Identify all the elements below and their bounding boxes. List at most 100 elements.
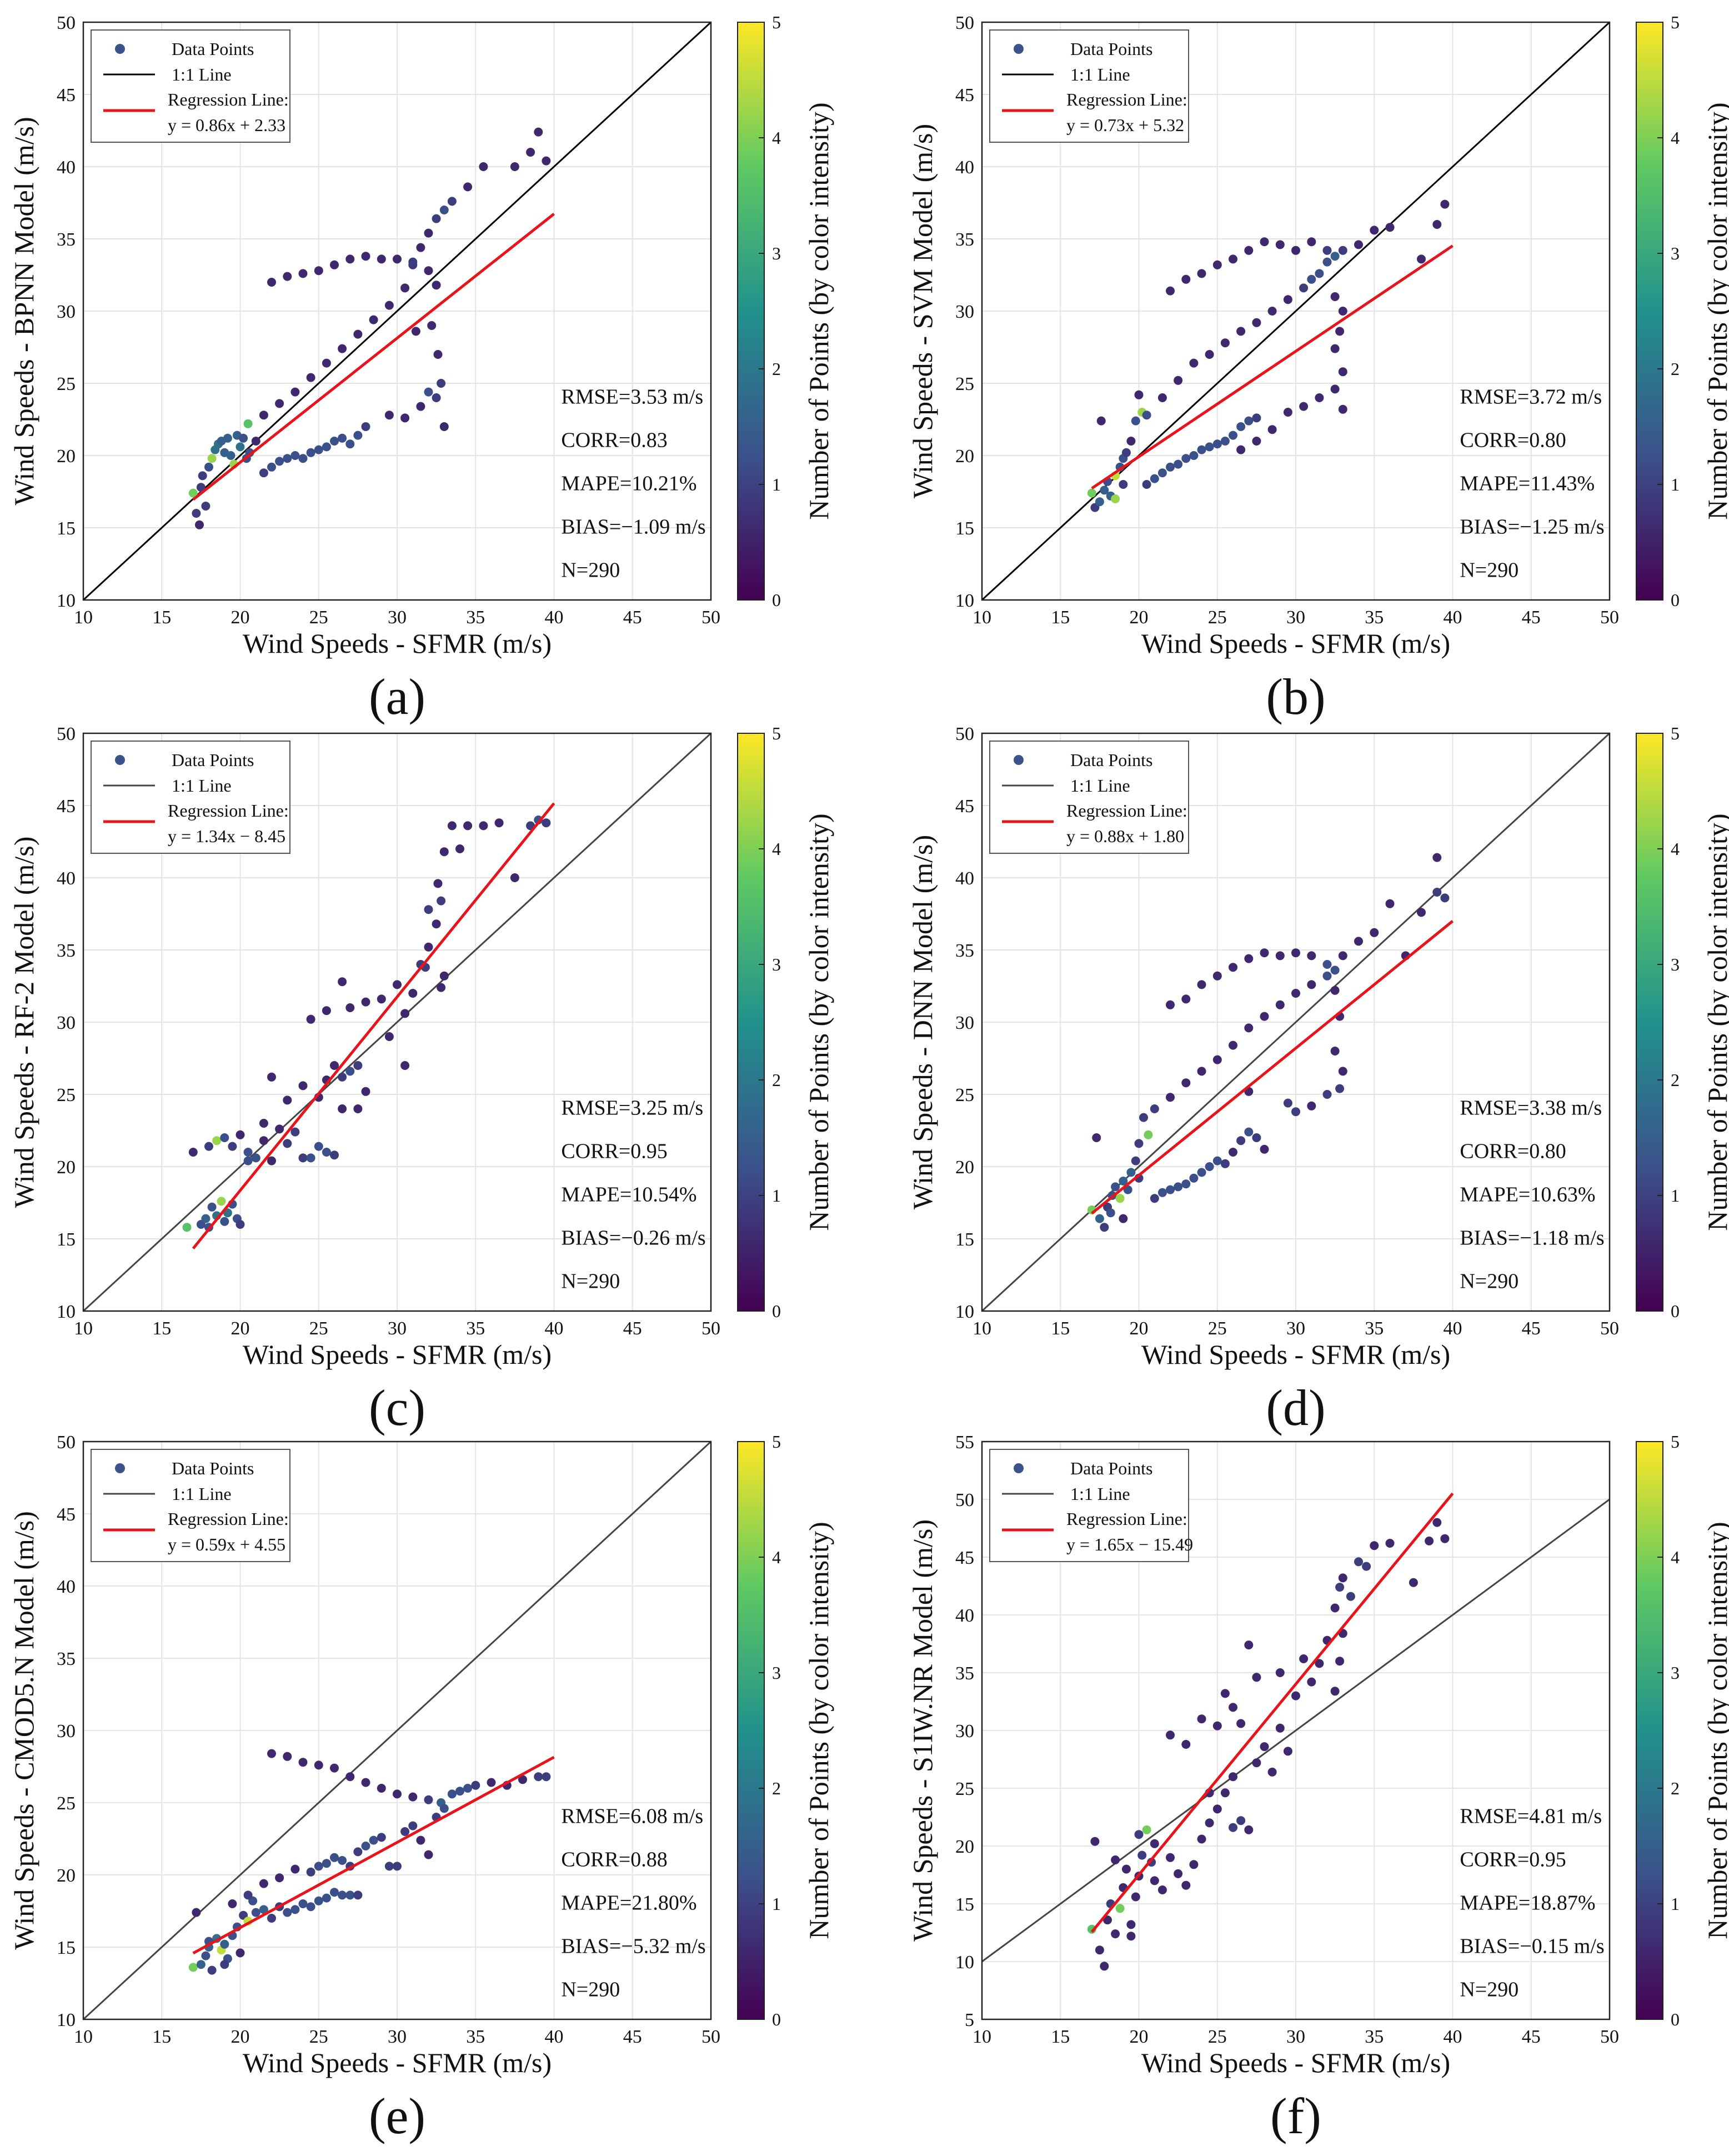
colorbar-tick-label: 3 bbox=[772, 1663, 781, 1683]
data-point bbox=[353, 1061, 363, 1070]
data-point bbox=[1142, 411, 1151, 420]
data-point bbox=[1166, 286, 1175, 296]
data-point bbox=[322, 1893, 331, 1903]
data-point bbox=[1275, 951, 1285, 961]
data-point bbox=[330, 1853, 339, 1862]
data-point bbox=[298, 1081, 308, 1090]
x-tick-label: 20 bbox=[231, 607, 250, 628]
data-point bbox=[306, 448, 315, 457]
y-axis-label: Wind Speeds - RF-2 Model (m/s) bbox=[8, 837, 39, 1208]
data-point bbox=[1260, 1144, 1269, 1154]
data-point bbox=[314, 445, 323, 454]
data-point bbox=[259, 1905, 268, 1914]
data-point bbox=[361, 1087, 370, 1096]
data-point bbox=[416, 402, 425, 411]
x-tick-label: 25 bbox=[309, 1318, 328, 1339]
data-point bbox=[1267, 425, 1277, 434]
data-point bbox=[1322, 960, 1332, 969]
data-point bbox=[207, 1965, 217, 1975]
data-point bbox=[1126, 1168, 1136, 1177]
data-point bbox=[1220, 1788, 1230, 1798]
legend-regression-equation: y = 1.34x − 8.45 bbox=[168, 826, 285, 846]
colorbar-label: Number of Points (by color intensity) bbox=[803, 102, 834, 519]
data-point bbox=[1244, 1640, 1254, 1650]
data-point bbox=[1260, 1742, 1269, 1752]
legend: Data Points 1:1 Line Regression Line: y = 0… bbox=[989, 29, 1189, 143]
colorbar-tick-label: 2 bbox=[772, 359, 781, 379]
y-tick-label: 30 bbox=[955, 302, 974, 322]
legend: Data Points 1:1 Line Regression Line: y = 0… bbox=[91, 29, 290, 143]
data-point bbox=[1150, 1104, 1159, 1113]
data-point bbox=[1346, 1592, 1355, 1601]
data-point bbox=[393, 1789, 402, 1799]
regression-line bbox=[1091, 244, 1454, 490]
data-point bbox=[330, 1888, 339, 1897]
y-tick-label: 20 bbox=[955, 1837, 974, 1857]
data-point bbox=[1236, 422, 1246, 431]
data-point bbox=[1212, 260, 1222, 269]
data-point bbox=[1197, 445, 1206, 454]
colorbar-tick-label: 4 bbox=[1671, 839, 1680, 859]
data-point bbox=[1370, 1541, 1379, 1550]
data-point bbox=[220, 1217, 229, 1226]
data-point bbox=[1092, 1133, 1101, 1142]
x-tick-label: 45 bbox=[623, 2027, 642, 2047]
data-point bbox=[534, 1772, 543, 1782]
data-point bbox=[1197, 1714, 1206, 1724]
data-point bbox=[1244, 246, 1254, 255]
y-tick-label: 45 bbox=[57, 796, 76, 817]
x-tick-label: 40 bbox=[1444, 1318, 1462, 1339]
stat-text: CORR=0.83 bbox=[561, 428, 667, 452]
stat-text: N=290 bbox=[561, 558, 620, 582]
data-point bbox=[306, 1153, 315, 1163]
colorbar-tick-label: 0 bbox=[1671, 1301, 1680, 1321]
data-point bbox=[330, 1061, 339, 1070]
legend-regression-equation: y = 0.59x + 4.55 bbox=[168, 1534, 285, 1554]
y-tick-label: 15 bbox=[955, 1894, 974, 1915]
data-point bbox=[1244, 1023, 1254, 1033]
data-point bbox=[439, 847, 449, 857]
data-point bbox=[1330, 252, 1340, 261]
data-point bbox=[1166, 1853, 1175, 1862]
data-point bbox=[1142, 1825, 1151, 1834]
data-point bbox=[439, 206, 449, 214]
panel-label: (d) bbox=[1266, 1379, 1325, 1436]
data-point bbox=[416, 1835, 425, 1845]
data-point bbox=[1100, 1223, 1109, 1232]
data-point bbox=[1131, 1892, 1140, 1902]
legend-label-identity: 1:1 Line bbox=[172, 64, 232, 84]
x-axis-label: Wind Speeds - SFMR (m/s) bbox=[1141, 2047, 1450, 2078]
data-point bbox=[1220, 1689, 1230, 1698]
data-point bbox=[393, 254, 402, 264]
colorbar bbox=[737, 22, 765, 601]
colorbar-tick-label: 2 bbox=[772, 1778, 781, 1798]
x-tick-label: 45 bbox=[623, 1318, 642, 1339]
data-point bbox=[463, 182, 473, 192]
panel-label: (b) bbox=[1266, 668, 1325, 725]
data-point bbox=[1275, 1723, 1285, 1733]
data-point bbox=[542, 818, 551, 828]
data-point bbox=[1134, 390, 1144, 399]
data-point bbox=[1299, 402, 1309, 411]
x-tick-label: 10 bbox=[973, 1318, 991, 1339]
data-point bbox=[235, 442, 245, 452]
data-point bbox=[314, 1760, 323, 1770]
y-tick-label: 35 bbox=[57, 229, 76, 250]
data-point bbox=[1111, 494, 1120, 503]
data-point bbox=[196, 1960, 206, 1969]
legend-label-identity: 1:1 Line bbox=[172, 776, 232, 796]
data-point bbox=[338, 1890, 347, 1900]
colorbar-tick-label: 3 bbox=[1671, 954, 1680, 974]
y-tick-label: 45 bbox=[57, 85, 76, 106]
data-point bbox=[1385, 223, 1395, 232]
data-point bbox=[314, 1142, 323, 1151]
data-point bbox=[1111, 1929, 1120, 1939]
legend-label-identity: 1:1 Line bbox=[1070, 776, 1130, 796]
x-tick-label: 15 bbox=[1051, 607, 1070, 628]
y-tick-label: 35 bbox=[955, 229, 974, 250]
data-point bbox=[338, 1104, 347, 1113]
x-tick-label: 25 bbox=[309, 607, 328, 628]
panel-e: 10 15 20 25 30 35 40 45 50101520253035404550Wind… bbox=[8, 1432, 834, 2144]
data-point bbox=[1283, 1098, 1292, 1108]
y-tick-label: 20 bbox=[57, 446, 76, 467]
